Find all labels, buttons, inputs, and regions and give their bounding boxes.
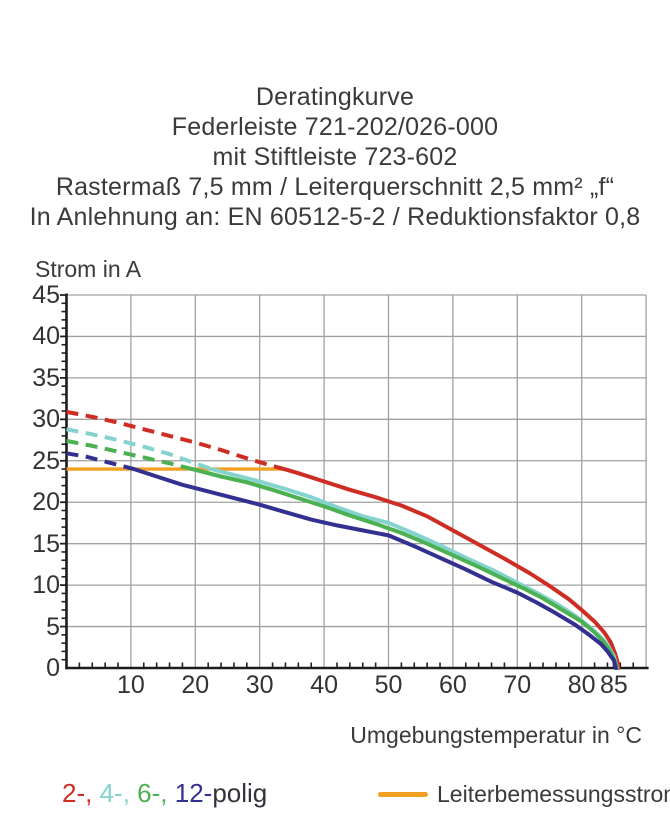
x-tick-label: 50 (374, 671, 403, 699)
legend-rated-current: Leiterbemessungsstrom (378, 778, 670, 810)
legend-poles-suffix: polig (212, 778, 268, 808)
y-tick-label: 45 (32, 281, 60, 309)
curve-solid-2-polig (282, 467, 621, 670)
legend-pole-label: 12- (174, 778, 213, 808)
y-tick-label: 15 (32, 529, 60, 558)
curve-dashed-6-polig (66, 438, 193, 472)
x-tick-label: 60 (438, 671, 467, 699)
title-line-1: Deratingkurve (255, 83, 415, 111)
chart-title-block: Deratingkurve Federleiste 721-202/026-00… (0, 82, 670, 232)
x-axis-title: Umgebungstemperatur in °C (350, 722, 642, 748)
curve-dashed-12-polig (66, 451, 135, 472)
legend-pole-label: 4-, (99, 778, 138, 808)
title-line-2: Federleiste 721-202/026-000 (171, 113, 499, 141)
legend-pole-label: 6-, (137, 778, 175, 808)
curve-dashed-4-polig (66, 427, 213, 471)
y-axis-title: Strom in A (35, 256, 142, 282)
y-tick-label: 10 (32, 571, 60, 600)
curve-solid-6-polig (190, 467, 619, 670)
y-tick-label: 0 (46, 654, 60, 682)
x-tick-label: 70 (503, 671, 532, 699)
y-tick-label: 25 (32, 446, 60, 475)
x-tick-label: 10 (116, 671, 145, 699)
x-tick-label: 80 (567, 671, 596, 699)
title-line-5: In Anlehnung an: EN 60512-5-2 / Reduktio… (29, 203, 641, 231)
y-tick-label: 5 (46, 612, 60, 641)
curve-dashed-2-polig (66, 409, 285, 472)
x-tick-label: 20 (181, 671, 210, 699)
rated-line-label: Leiterbemessungsstrom (437, 780, 670, 807)
title-line-4: Rastermaß 7,5 mm / Leiterquerschnitt 2,5… (55, 173, 615, 201)
title-line-3: mit Stiftleiste 723-602 (212, 143, 458, 171)
curve-solid-12-polig (132, 467, 618, 670)
x-tick-label: 30 (245, 671, 274, 699)
x-tick-label: 40 (310, 671, 338, 699)
legend-pole-label: 2-, (62, 778, 100, 808)
curve-solid-4-polig (209, 467, 620, 670)
x-tick-label: 85 (599, 671, 628, 699)
rated-line-swatch (378, 791, 428, 797)
y-tick-label: 35 (32, 363, 60, 392)
legend-poles: 2-, 4-, 6-, 12-polig (62, 778, 267, 809)
y-tick-label: 40 (32, 322, 60, 351)
y-tick-label: 30 (32, 405, 60, 434)
y-tick-label: 20 (32, 488, 60, 517)
